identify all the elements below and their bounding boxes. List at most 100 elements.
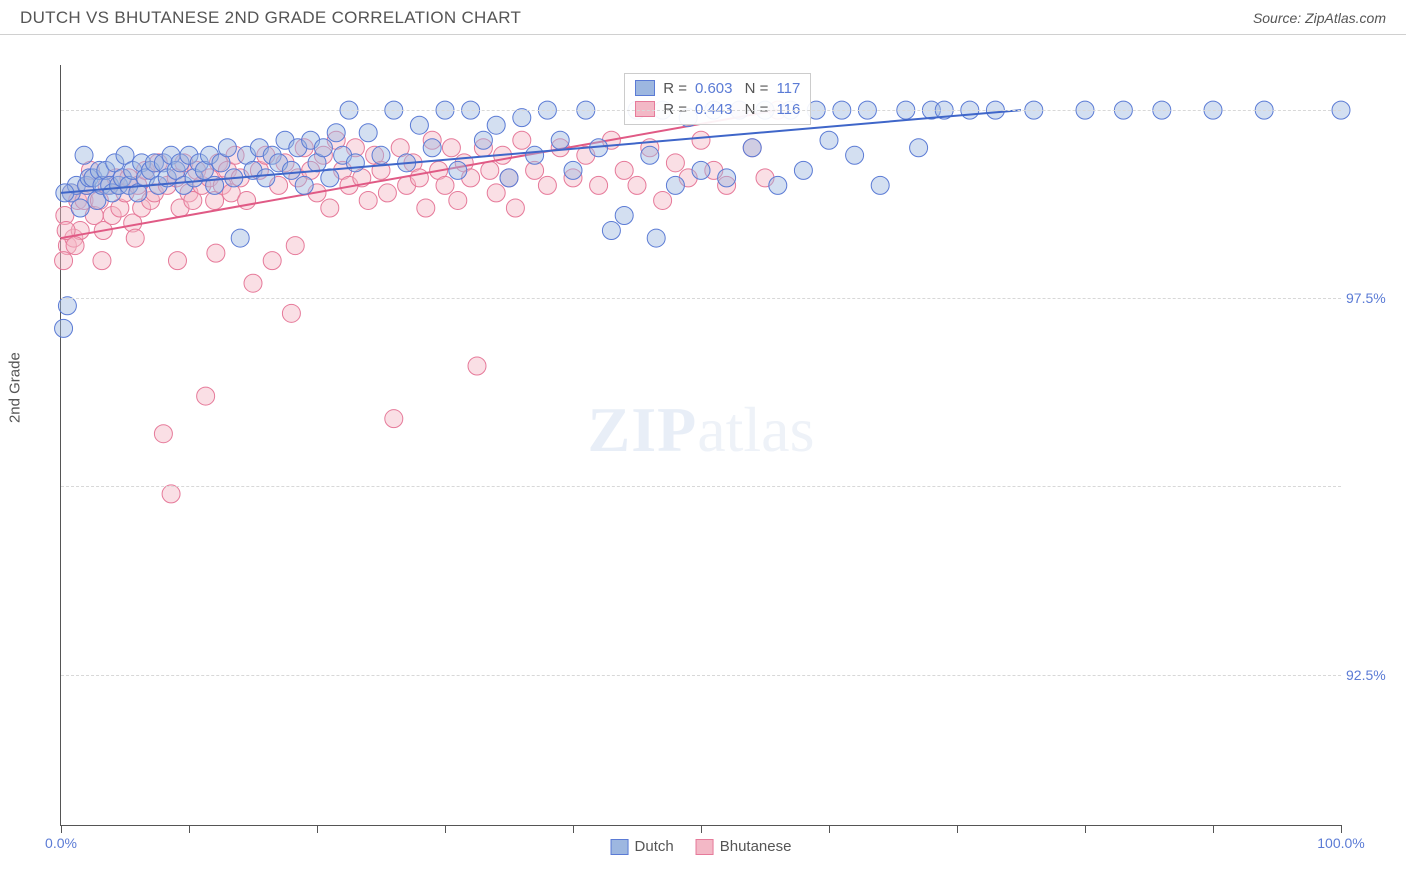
scatter-point: [500, 169, 518, 187]
scatter-point: [231, 229, 249, 247]
scatter-point: [474, 131, 492, 149]
stats-row-dutch: R = 0.603 N = 117: [635, 78, 800, 99]
scatter-point: [846, 146, 864, 164]
scatter-point: [692, 161, 710, 179]
x-tick: [189, 825, 190, 833]
chart-source: Source: ZipAtlas.com: [1253, 10, 1386, 26]
scatter-point: [162, 485, 180, 503]
scatter-point: [410, 116, 428, 134]
scatter-point: [538, 176, 556, 194]
scatter-point: [263, 252, 281, 270]
y-tick-label: 92.5%: [1346, 667, 1401, 683]
scatter-point: [359, 191, 377, 209]
stats-r-dutch: 0.603: [695, 80, 733, 97]
scatter-point: [513, 109, 531, 127]
scatter-point: [282, 161, 300, 179]
scatter-point: [871, 176, 889, 194]
x-tick: [1341, 825, 1342, 833]
scatter-point: [526, 146, 544, 164]
legend-label-dutch: Dutch: [635, 838, 674, 855]
scatter-point: [321, 199, 339, 217]
scatter-point: [359, 124, 377, 142]
stats-r-label: R =: [663, 80, 687, 97]
scatter-point: [628, 176, 646, 194]
scatter-point: [423, 139, 441, 157]
x-tick: [1213, 825, 1214, 833]
scatter-point: [314, 139, 332, 157]
scatter-point: [449, 161, 467, 179]
legend-item-dutch: Dutch: [611, 838, 674, 855]
scatter-point: [666, 176, 684, 194]
plot-region: ZIPatlas R = 0.603 N = 117 R = 0.443 N =…: [60, 65, 1341, 826]
scatter-point: [487, 184, 505, 202]
x-tick: [1085, 825, 1086, 833]
x-tick: [573, 825, 574, 833]
x-tick-label: 100.0%: [1317, 835, 1364, 851]
scatter-point: [481, 161, 499, 179]
scatter-point: [564, 161, 582, 179]
scatter-point: [506, 199, 524, 217]
scatter-point: [378, 184, 396, 202]
scatter-point: [218, 139, 236, 157]
scatter-point: [417, 199, 435, 217]
bottom-legend: Dutch Bhutanese: [611, 838, 792, 855]
scatter-point: [910, 139, 928, 157]
stats-r-label: R =: [663, 101, 687, 118]
scatter-point: [590, 176, 608, 194]
scatter-point: [75, 146, 93, 164]
scatter-point: [286, 237, 304, 255]
scatter-point: [692, 131, 710, 149]
scatter-point: [55, 252, 73, 270]
legend-swatch-dutch: [611, 839, 629, 855]
stats-r-bhutanese: 0.443: [695, 101, 733, 118]
scatter-point: [257, 169, 275, 187]
scatter-point: [154, 425, 172, 443]
scatter-point: [58, 297, 76, 315]
stats-n-label: N =: [741, 101, 769, 118]
x-tick: [957, 825, 958, 833]
gridline: [61, 486, 1341, 487]
scatter-point: [654, 191, 672, 209]
swatch-dutch: [635, 80, 655, 96]
legend-item-bhutanese: Bhutanese: [696, 838, 792, 855]
scatter-point: [647, 229, 665, 247]
stats-n-bhutanese: 116: [776, 101, 800, 118]
scatter-point: [71, 199, 89, 217]
scatter-point: [244, 274, 262, 292]
scatter-point: [615, 206, 633, 224]
x-tick: [445, 825, 446, 833]
scatter-point: [641, 146, 659, 164]
scatter-point: [168, 252, 186, 270]
swatch-bhutanese: [635, 101, 655, 117]
scatter-point: [769, 176, 787, 194]
scatter-point: [436, 176, 454, 194]
scatter-point: [743, 139, 761, 157]
scatter-point: [551, 131, 569, 149]
stats-n-label: N =: [741, 80, 769, 97]
chart-header: DUTCH VS BHUTANESE 2ND GRADE CORRELATION…: [0, 0, 1406, 35]
gridline: [61, 110, 1341, 111]
x-tick-label: 0.0%: [45, 835, 77, 851]
scatter-point: [794, 161, 812, 179]
scatter-point: [513, 131, 531, 149]
scatter-point: [372, 146, 390, 164]
scatter-point: [93, 252, 111, 270]
scatter-point: [55, 319, 73, 337]
scatter-point: [602, 222, 620, 240]
chart-title: DUTCH VS BHUTANESE 2ND GRADE CORRELATION…: [20, 8, 521, 28]
scatter-point: [197, 387, 215, 405]
scatter-point: [346, 154, 364, 172]
scatter-point: [327, 124, 345, 142]
scatter-point: [442, 139, 460, 157]
x-tick: [701, 825, 702, 833]
scatter-point: [449, 191, 467, 209]
scatter-point: [615, 161, 633, 179]
scatter-svg: [61, 65, 1341, 825]
legend-label-bhutanese: Bhutanese: [720, 838, 792, 855]
scatter-point: [126, 229, 144, 247]
scatter-point: [66, 237, 84, 255]
chart-area: 2nd Grade ZIPatlas R = 0.603 N = 117 R =…: [20, 40, 1386, 860]
scatter-point: [718, 169, 736, 187]
gridline: [61, 298, 1341, 299]
x-tick: [829, 825, 830, 833]
